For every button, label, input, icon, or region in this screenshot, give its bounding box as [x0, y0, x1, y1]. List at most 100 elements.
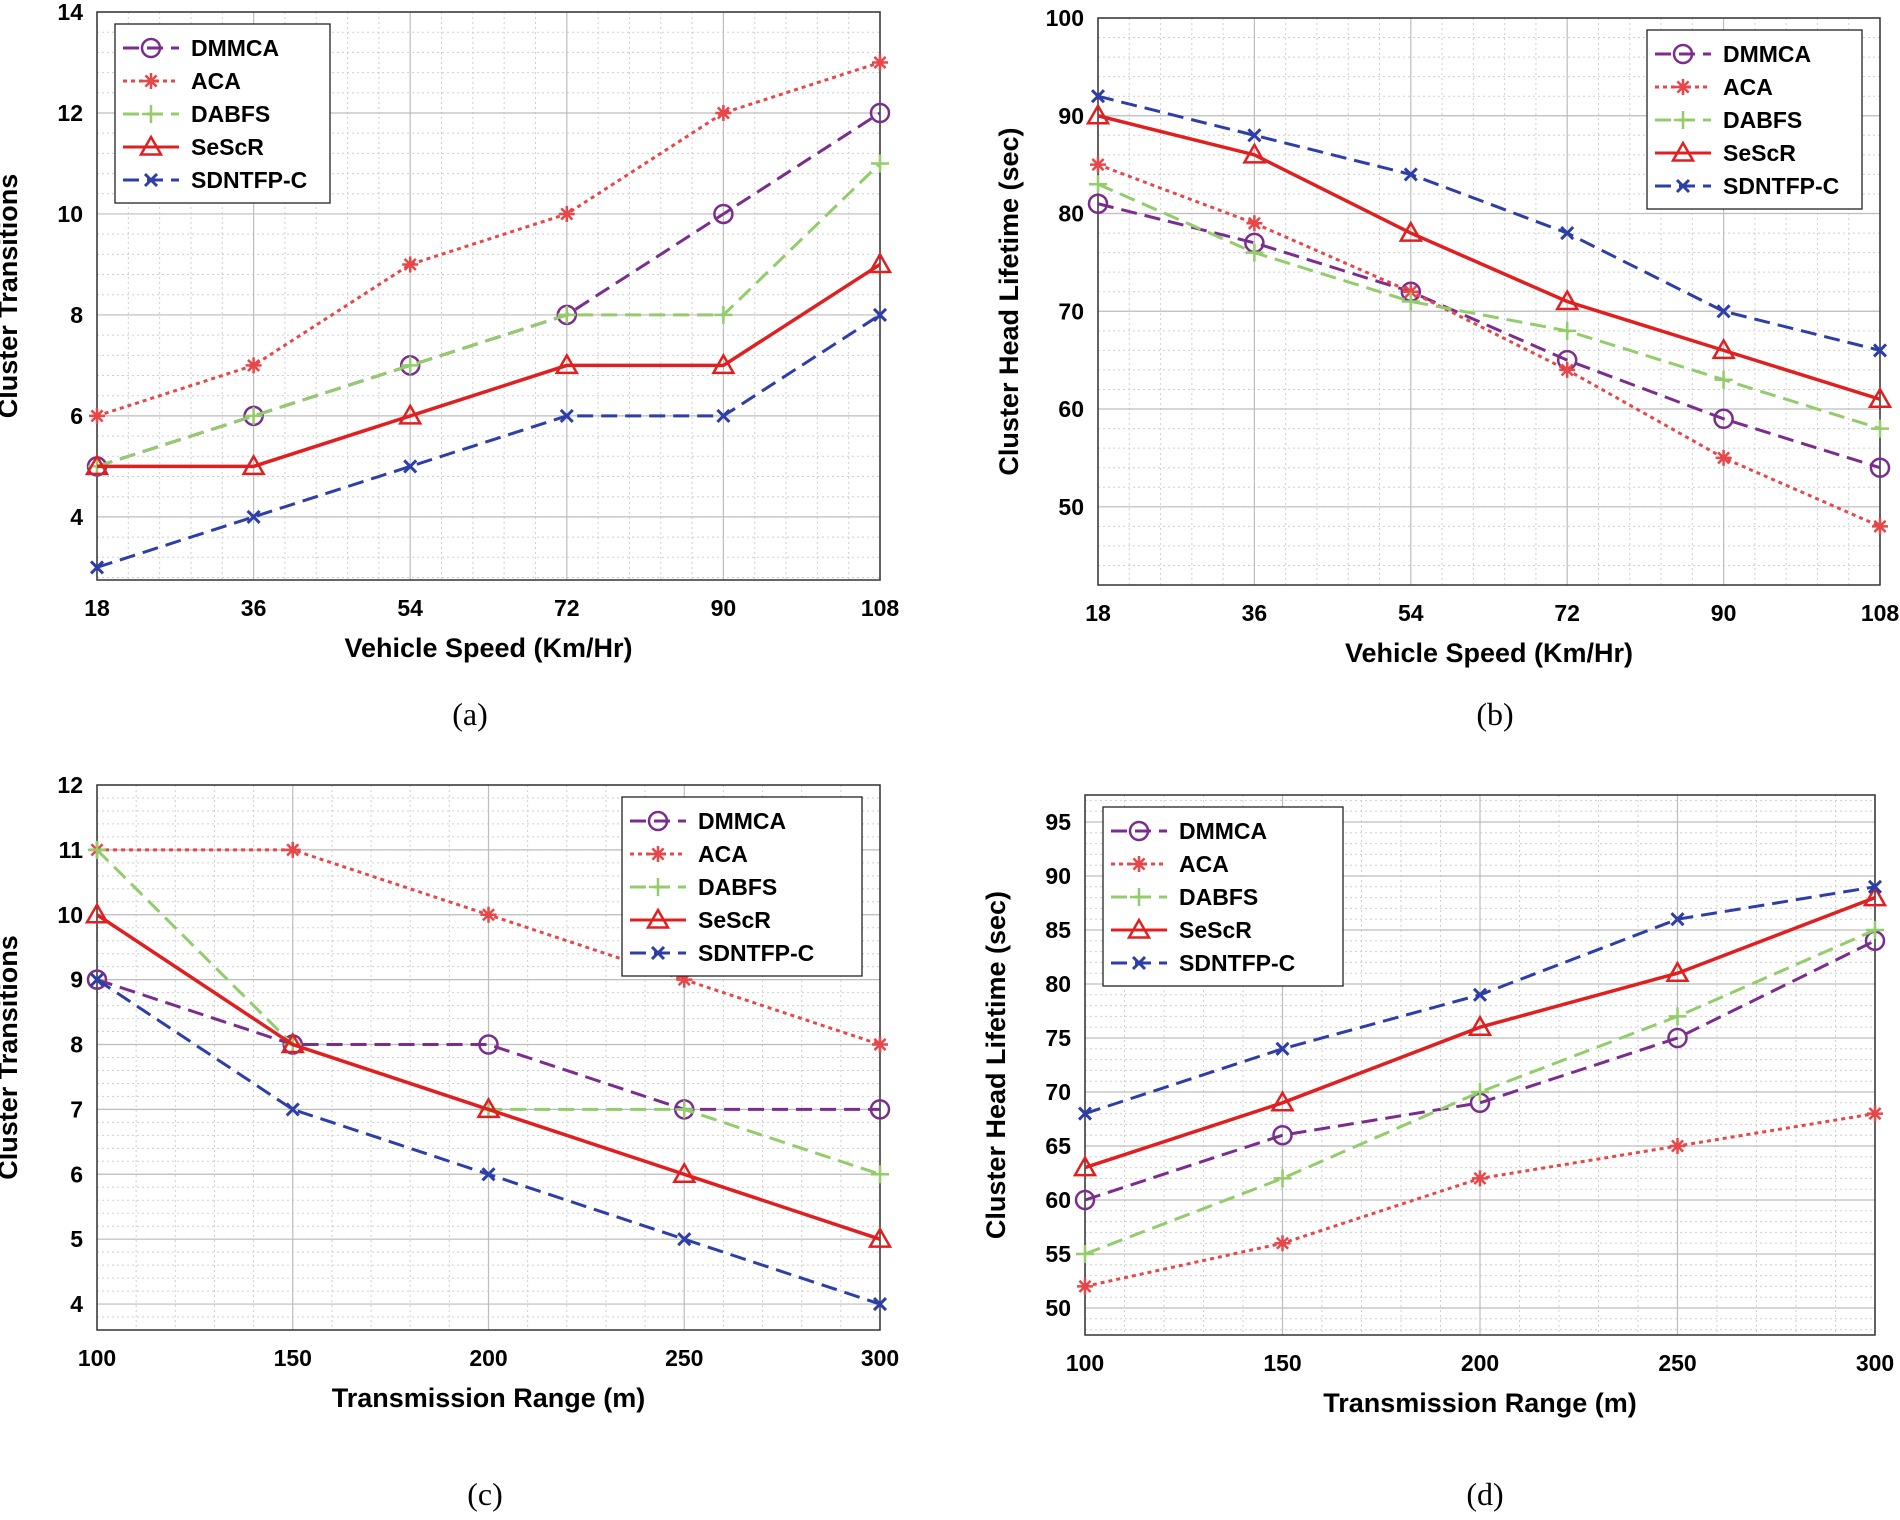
- y-axis-label: Cluster Transitions: [0, 935, 23, 1180]
- data-point: [869, 1099, 891, 1120]
- x-tick-label: 100: [78, 1345, 116, 1371]
- data-point: [715, 104, 732, 121]
- legend-marker: [1675, 79, 1691, 95]
- data-point: [1247, 128, 1262, 143]
- data-point: [1669, 1138, 1686, 1154]
- y-tick-label: 6: [70, 1161, 83, 1187]
- x-tick-label: 200: [469, 1345, 507, 1371]
- chart-caption: (b): [1476, 696, 1513, 732]
- data-point: [244, 406, 263, 425]
- series-line: [96, 913, 881, 1241]
- data-point: [1667, 1027, 1688, 1049]
- legend-marker: [143, 73, 159, 89]
- y-tick-label: 80: [1058, 201, 1084, 227]
- legend-entry: DMMCA: [630, 808, 786, 834]
- series-sescr: [1072, 885, 1888, 1177]
- series-line: [97, 262, 881, 469]
- x-tick-label: 108: [861, 595, 900, 621]
- y-tick-label: 6: [70, 403, 83, 429]
- data-point: [1867, 386, 1893, 409]
- data-point: [285, 1102, 300, 1117]
- data-point: [1090, 89, 1106, 104]
- data-point: [713, 203, 734, 225]
- data-point: [1087, 193, 1109, 214]
- data-point: [1872, 343, 1888, 358]
- x-tick-label: 18: [1085, 600, 1111, 626]
- data-point: [245, 357, 262, 374]
- data-point: [871, 154, 889, 173]
- legend-label: ACA: [698, 841, 748, 867]
- data-point: [871, 1165, 889, 1184]
- data-point: [89, 407, 105, 424]
- data-point: [1670, 912, 1685, 927]
- data-point: [398, 403, 423, 425]
- legend: DMMCA ACA DABFS SeScR SDNTFP-C: [621, 796, 863, 977]
- data-point: [1472, 1170, 1488, 1187]
- legend-entry: SeScR: [1655, 140, 1796, 166]
- legend-label: DABFS: [1179, 884, 1258, 910]
- legend-entry: DABFS: [1111, 884, 1258, 910]
- legend-label: SDNTFP-C: [1723, 173, 1839, 199]
- data-point: [1401, 292, 1420, 311]
- legend-label: SeScR: [698, 907, 771, 933]
- legend-label: DMMCA: [191, 35, 279, 61]
- series-sdntfp-c: [89, 307, 888, 575]
- data-point: [867, 1226, 893, 1248]
- legend-entry: ACA: [123, 68, 241, 94]
- legend: DMMCA ACA DABFS SeScR SDNTFP-C: [1102, 806, 1344, 987]
- y-tick-label: 90: [1058, 103, 1084, 129]
- x-tick-label: 108: [1861, 600, 1900, 626]
- y-tick-label: 7: [70, 1096, 83, 1122]
- data-point: [1714, 370, 1733, 389]
- data-point: [1270, 1090, 1295, 1112]
- x-tick-label: 150: [1263, 1350, 1301, 1376]
- data-point: [1867, 879, 1883, 894]
- y-tick-label: 70: [1045, 1079, 1071, 1105]
- data-point: [559, 408, 574, 423]
- data-point: [1558, 321, 1577, 340]
- data-point: [1665, 960, 1690, 982]
- y-tick-label: 50: [1058, 494, 1084, 520]
- data-point: [403, 459, 418, 474]
- legend-label: ACA: [1179, 851, 1229, 877]
- axes-frame: [1097, 17, 1881, 586]
- y-tick-label: 55: [1045, 1241, 1071, 1267]
- legend-marker: [649, 878, 667, 896]
- legend-entry: SDNTFP-C: [1111, 950, 1295, 976]
- data-point: [1077, 1278, 1093, 1295]
- data-point: [1072, 1155, 1098, 1177]
- legend-label: SeScR: [191, 134, 264, 160]
- series-aca: [89, 54, 888, 424]
- legend-label: SeScR: [1723, 140, 1796, 166]
- y-tick-label: 95: [1045, 809, 1071, 835]
- data-point: [869, 102, 891, 124]
- data-point: [402, 256, 419, 273]
- series-line: [1084, 895, 1876, 1170]
- data-point: [1872, 518, 1888, 535]
- data-point: [675, 1100, 694, 1119]
- x-tick-label: 36: [1242, 600, 1268, 626]
- y-tick-label: 60: [1045, 1187, 1071, 1213]
- data-point: [241, 453, 266, 476]
- legend-entry: ACA: [630, 841, 748, 867]
- series-line: [1097, 163, 1881, 528]
- data-point: [1089, 175, 1107, 194]
- y-tick-label: 12: [57, 100, 83, 126]
- y-tick-label: 100: [1046, 5, 1084, 31]
- series-sdntfp-c: [89, 972, 888, 1312]
- data-point: [672, 1161, 697, 1184]
- data-point: [84, 453, 110, 476]
- y-tick-label: 90: [1045, 863, 1071, 889]
- legend-label: DMMCA: [1723, 41, 1811, 67]
- x-tick-label: 72: [1554, 600, 1580, 626]
- chart-a: 18 36 54 72 90 108 4 6 8 10 12 14 Vehicle Speed (Km/…: [0, 0, 899, 732]
- data-point: [86, 969, 108, 990]
- legend-label: DMMCA: [698, 808, 786, 834]
- data-point: [1402, 283, 1419, 300]
- data-point: [1272, 1124, 1293, 1146]
- series-aca: [1077, 1105, 1883, 1295]
- legend-marker: [1672, 43, 1694, 65]
- y-tick-label: 8: [70, 302, 83, 328]
- series-sescr: [84, 251, 893, 476]
- series-line: [1097, 114, 1881, 401]
